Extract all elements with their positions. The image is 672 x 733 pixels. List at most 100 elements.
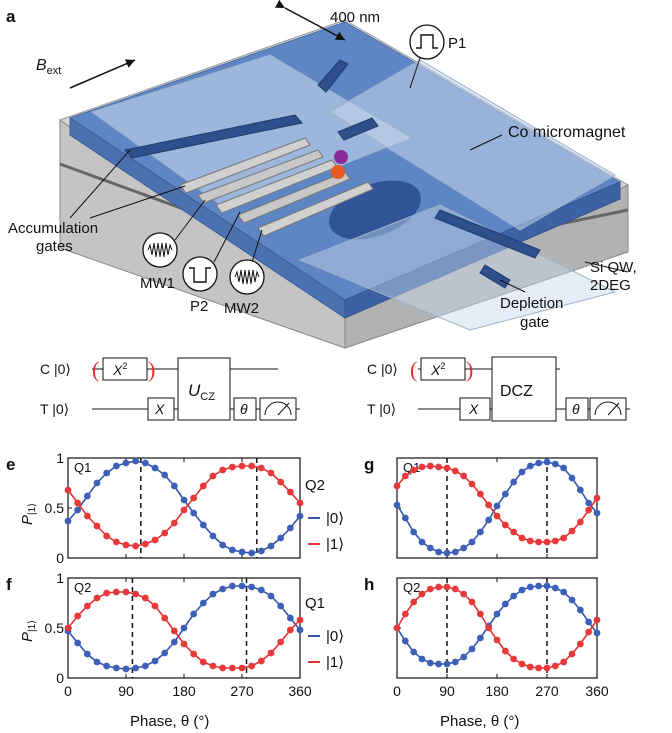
ytick-label-e-1: 0.5 [45,500,65,516]
data-point-f-1-8 [141,594,149,602]
data-point-e-0-12 [180,496,188,504]
data-point-e-1-10 [161,529,169,537]
data-point-g-0-3 [418,538,426,546]
micromagnet-right [329,59,616,231]
data-point-f-1-16 [219,664,227,672]
data-point-g-0-19 [551,460,559,468]
data-point-e-1-16 [219,466,227,474]
data-point-e-1-9 [151,536,159,544]
data-point-e-1-17 [228,463,236,471]
data-point-g-1-15 [518,534,526,542]
data-point-e-1-12 [180,506,188,514]
data-point-g-1-1 [401,472,409,480]
data-point-f-0-10 [161,649,169,657]
inset-label-h: Q2 [403,580,420,595]
quantum-dot-purple [334,150,348,164]
circuit-right: C |0⟩ T |0⟩ ( X2 ) X DCZ θ [367,356,630,422]
data-point-e-0-1 [74,506,82,514]
p2-pulse-icon [182,256,218,292]
data-point-h-1-3 [418,590,426,598]
si-qw-label-line1: Si QW, [590,259,637,276]
data-point-g-0-16 [526,462,534,470]
data-point-h-1-8 [460,590,468,598]
data-point-h-0-12 [493,610,501,618]
data-point-h-0-18 [543,582,551,590]
data-point-h-0-23 [585,618,593,626]
ylabel-bottom: P|1⟩ [19,620,38,642]
xtick-label-f-3: 270 [230,683,254,699]
data-point-g-1-12 [493,512,501,520]
plot-panel-e: Q1 0 0.5 1 [45,450,304,566]
data-point-e-1-23 [286,488,294,496]
data-point-e-0-4 [103,469,111,477]
data-point-f-1-3 [93,594,101,602]
circuit-right-x-gate [459,397,491,421]
data-point-h-1-5 [435,583,443,591]
data-point-f-0-15 [209,590,217,598]
svg-text:X: X [468,401,479,417]
data-point-g-0-13 [501,490,509,498]
data-point-e-1-11 [170,519,178,527]
data-point-g-1-13 [501,521,509,529]
panel-f-letter: f [6,575,12,594]
data-point-h-1-20 [560,658,568,666]
data-point-e-1-19 [248,462,256,470]
data-point-g-0-21 [568,474,576,482]
data-point-f-0-8 [141,662,149,670]
data-point-e-0-19 [248,549,256,557]
data-point-e-0-18 [238,548,246,556]
data-point-e-1-0 [64,486,72,494]
circuit-left-measure [259,397,297,421]
data-point-e-0-16 [219,541,227,549]
data-point-g-1-17 [535,538,543,546]
data-point-g-0-12 [493,502,501,510]
ytick-label-f-0: 0 [56,670,64,686]
svg-text:Q1: Q1 [305,595,325,612]
data-point-g-1-2 [410,466,418,474]
micromagnet-front [298,204,617,331]
data-point-h-0-2 [410,648,418,656]
data-point-g-0-1 [401,514,409,522]
data-point-f-1-17 [228,664,236,672]
data-point-g-0-24 [593,509,601,517]
data-point-g-1-24 [593,494,601,502]
ytick-label-f-1: 0.5 [45,620,65,636]
data-point-g-1-11 [485,501,493,509]
data-point-g-0-2 [410,528,418,536]
data-point-f-0-5 [112,664,120,672]
data-point-h-1-7 [451,585,459,593]
data-point-h-0-17 [535,582,543,590]
accumulation-gate-bars [179,137,374,237]
data-point-h-1-23 [585,628,593,636]
data-point-f-0-1 [74,639,82,647]
data-point-e-1-4 [103,532,111,540]
data-point-f-1-10 [161,614,169,622]
data-point-e-1-21 [267,469,275,477]
data-point-g-1-3 [418,463,426,471]
data-point-f-0-6 [122,665,130,673]
data-point-e-1-6 [122,541,130,549]
inset-label-e: Q1 [74,460,91,475]
bext-label: Bext [36,57,61,77]
depletion-label-line1: Depletion [500,295,563,312]
data-point-g-1-18 [543,538,551,546]
data-point-h-1-1 [401,610,409,618]
data-point-h-1-13 [501,647,509,655]
circuit-left-theta-gate [233,397,257,421]
data-point-f-0-3 [93,658,101,666]
data-point-h-0-3 [418,655,426,663]
data-point-h-0-5 [435,660,443,668]
mw1-label: MW1 [140,275,175,292]
p1-label: P1 [448,35,466,52]
data-point-h-1-14 [510,655,518,663]
svg-text:UCZ: UCZ [188,381,215,403]
inset-label-f: Q2 [74,580,91,595]
data-point-f-1-7 [132,590,140,598]
data-point-h-1-16 [526,663,534,671]
svg-text:θ: θ [240,401,248,417]
circuit-left-x-gate [147,397,175,421]
xtick-label-f-1: 90 [118,683,134,699]
data-point-f-0-9 [151,657,159,665]
data-point-g-0-15 [518,468,526,476]
